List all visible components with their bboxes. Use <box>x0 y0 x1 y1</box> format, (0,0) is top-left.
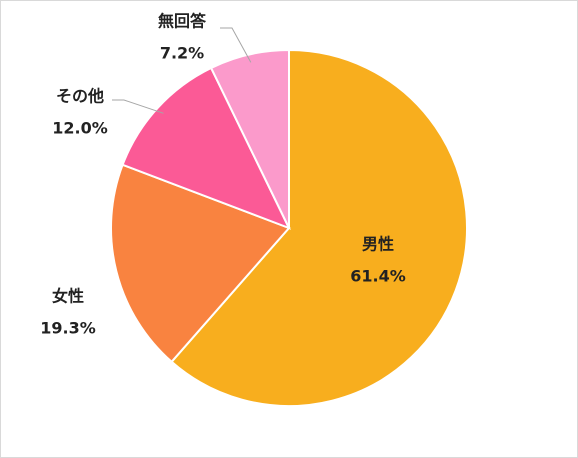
value-label: 7.2% <box>160 44 204 63</box>
slice-label: 女性 <box>52 287 84 306</box>
pie-slice <box>110 163 291 364</box>
pie-slice <box>121 66 292 230</box>
value-label: 19.3% <box>40 319 96 338</box>
slice-label: 男性 <box>362 235 394 254</box>
slice-label: その他 <box>56 87 104 106</box>
leader-line <box>220 27 252 63</box>
value-label: 61.4% <box>350 267 406 286</box>
pie-slice <box>170 48 468 407</box>
pie-slice <box>209 48 290 229</box>
leader-line <box>112 99 164 114</box>
value-label: 12.0% <box>52 119 108 138</box>
slice-label: 無回答 <box>158 12 207 31</box>
